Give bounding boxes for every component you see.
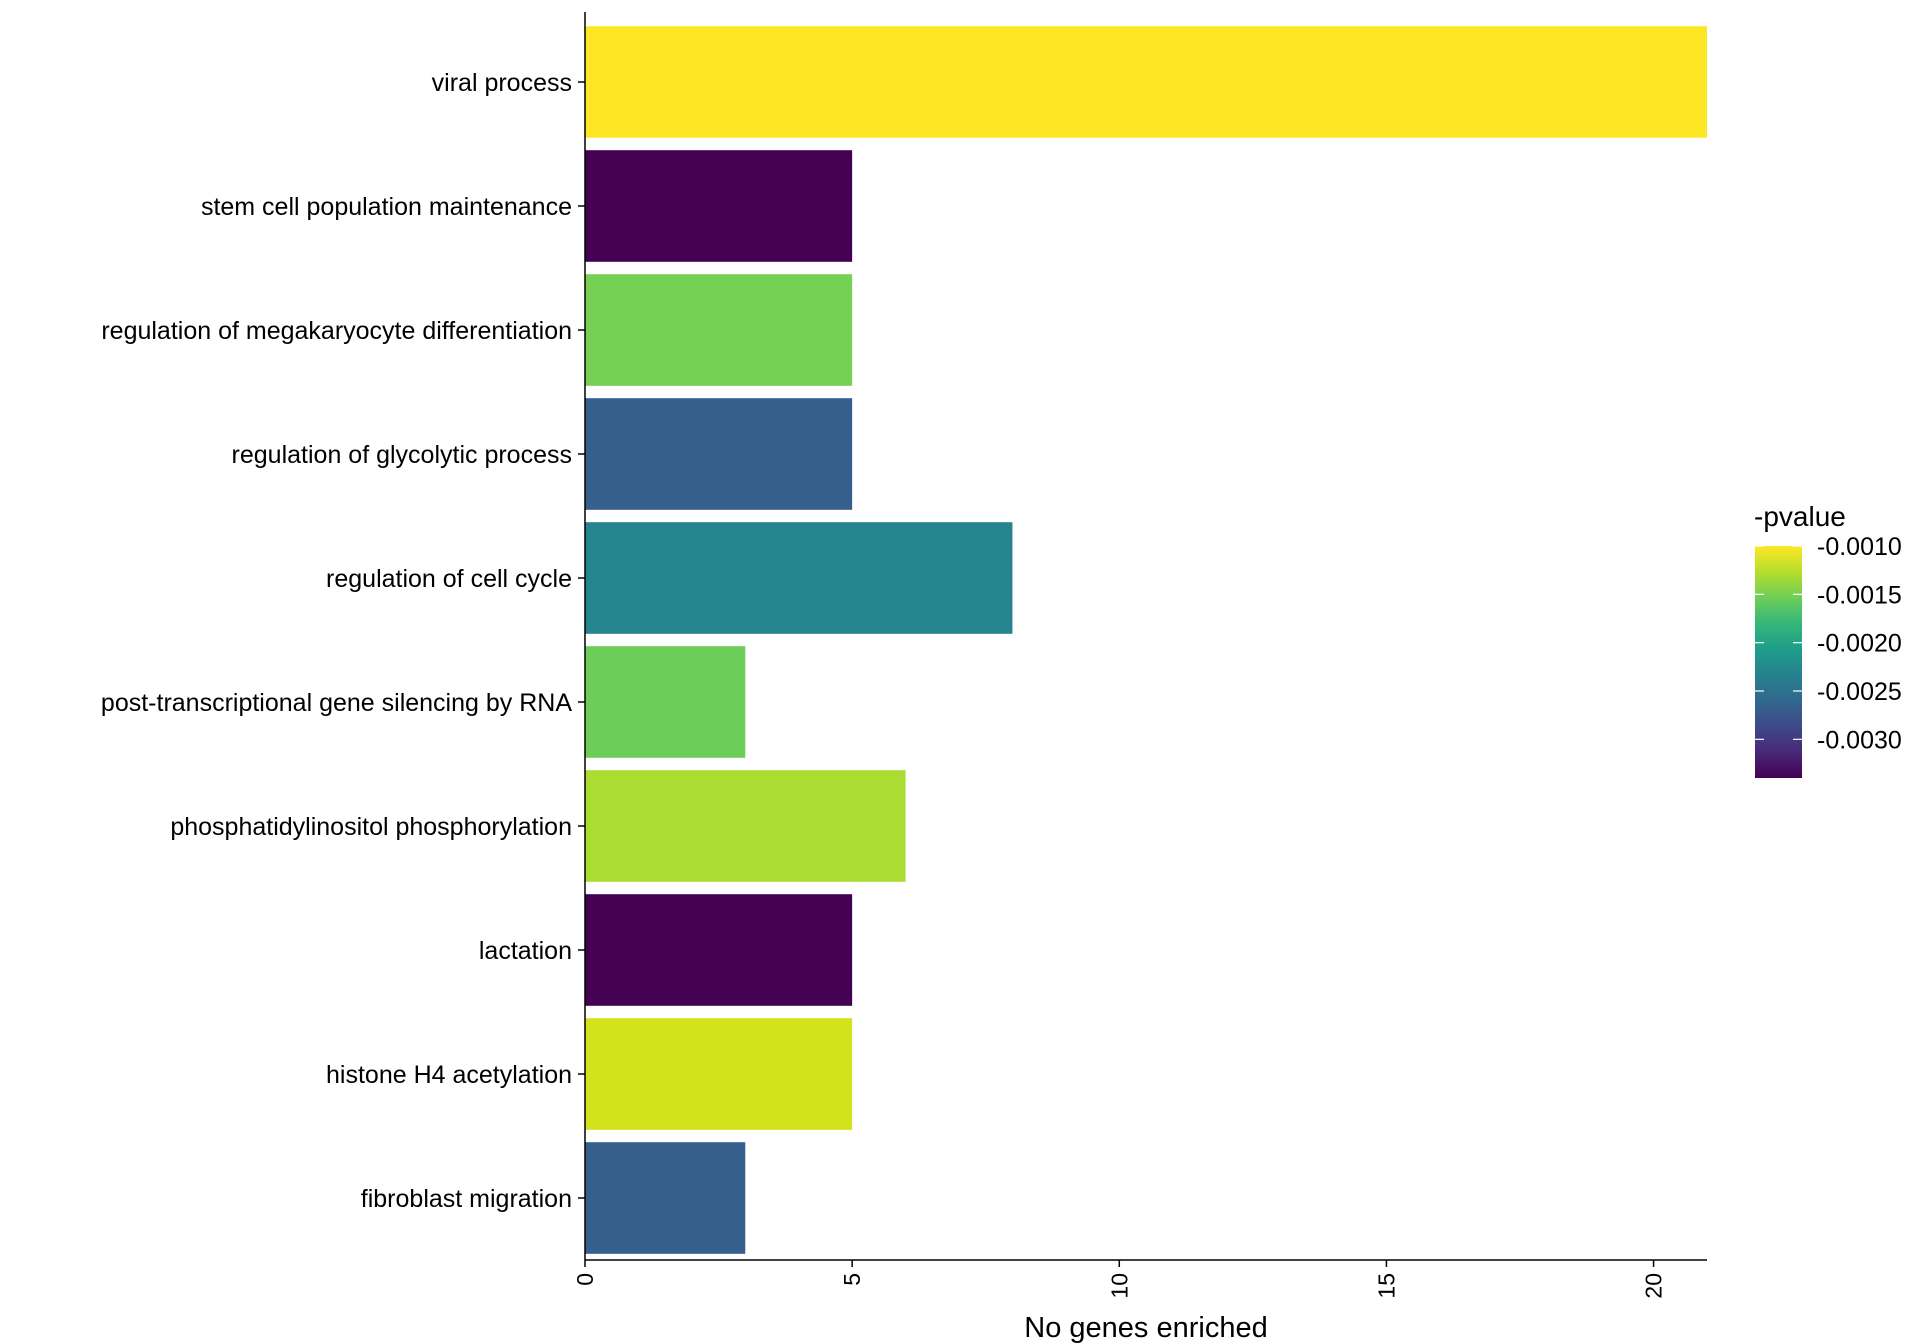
category-label-9: fibroblast migration [361,1185,572,1213]
x-axis-title: No genes enriched [1024,1312,1267,1344]
x-tick-label-2: 10 [1106,1273,1132,1299]
legend-tick-label-1: -0.0015 [1817,581,1902,609]
category-label-2: regulation of megakaryocyte differentiat… [101,317,572,345]
bar-4 [585,522,1013,634]
x-axis: 0 5 10 15 20 [572,1259,1707,1299]
bar-7 [585,894,853,1006]
color-legend: -pvalue -0.0010-0.0015-0.0020-0.0025-0.0… [1754,501,1902,778]
legend-colorbar [1755,546,1802,778]
bar-0 [585,26,1707,138]
legend-tick-label-4: -0.0030 [1817,726,1902,754]
bars-layer [585,26,1707,1254]
x-tick-label-4: 20 [1641,1273,1667,1299]
bar-5 [585,646,746,758]
x-tick-label-0: 0 [572,1273,598,1286]
y-axis: viral process stem cell population mainte… [101,12,586,1260]
category-label-4: regulation of cell cycle [326,565,572,593]
bar-6 [585,770,906,882]
bar-3 [585,398,853,510]
bar-2 [585,274,853,386]
legend-title: -pvalue [1754,501,1846,532]
category-label-5: post-transcriptional gene silencing by R… [101,689,572,717]
category-label-3: regulation of glycolytic process [232,441,572,469]
category-label-8: histone H4 acetylation [326,1061,572,1089]
x-tick-label-3: 15 [1373,1273,1399,1299]
legend-tick-label-3: -0.0025 [1817,678,1902,706]
bar-1 [585,150,853,262]
category-label-1: stem cell population maintenance [201,193,572,221]
category-label-7: lactation [479,937,572,965]
legend-tick-label-2: -0.0020 [1817,630,1902,658]
x-tick-label-1: 5 [839,1273,865,1286]
bar-9 [585,1142,746,1254]
legend-tick-label-0: -0.0010 [1817,533,1902,561]
category-label-0: viral process [432,69,572,97]
category-label-6: phosphatidylinositol phosphorylation [170,813,572,841]
bar-8 [585,1018,853,1130]
legend-ticks: -0.0010 -0.0015 -0.0020 -0.0025 -0.0030 [1755,533,1902,754]
